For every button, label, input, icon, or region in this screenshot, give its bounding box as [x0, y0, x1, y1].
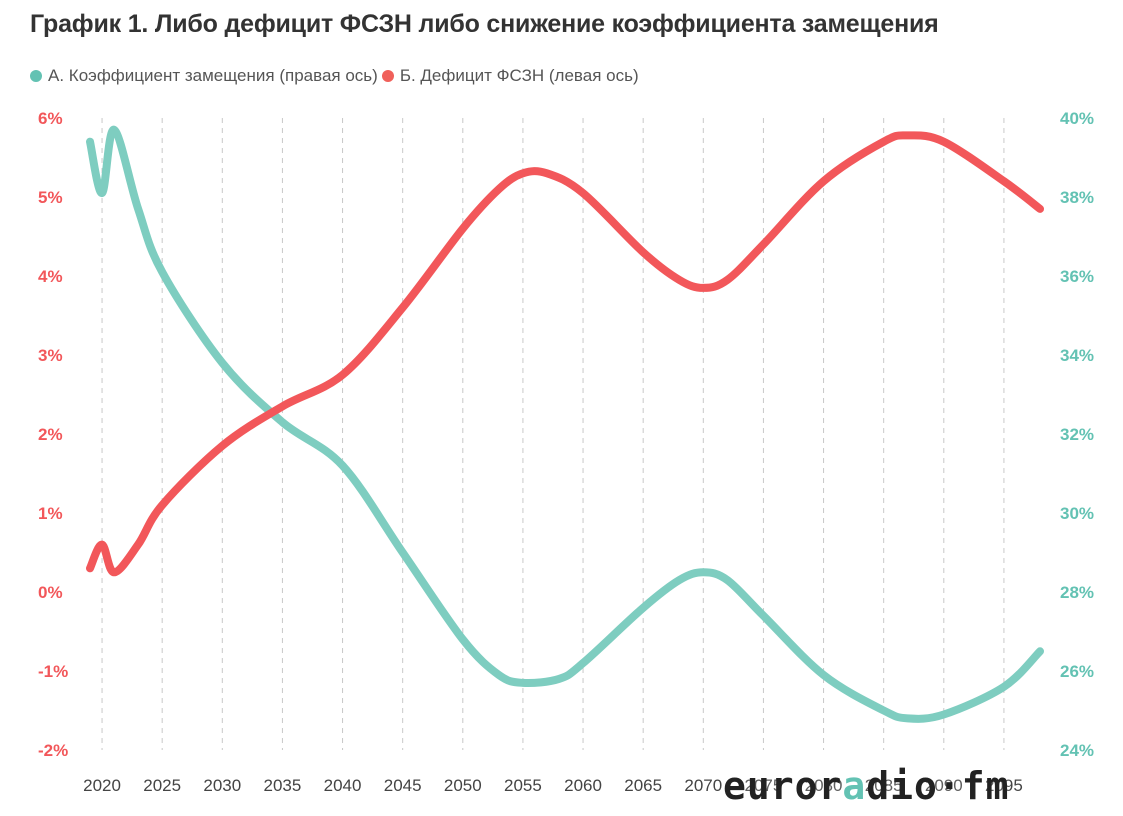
y-right-tick-label: 36% — [1060, 267, 1094, 286]
series-line-fszn-deficit — [86, 131, 1044, 577]
y-left-tick-label: -1% — [38, 662, 68, 681]
y-left-tick-label: -2% — [38, 741, 68, 760]
legend-label-fszn-deficit: Б. Дефицит ФСЗН (левая ось) — [399, 66, 639, 85]
x-tick-label: 2055 — [504, 776, 542, 795]
legend-item-fszn-deficit[interactable]: Б. Дефицит ФСЗН (левая ось) — [381, 66, 639, 86]
y-right-tick-label: 26% — [1060, 662, 1094, 681]
euroradio-watermark-logo: euroradio·fm — [723, 764, 1010, 808]
y-left-tick-label: 3% — [38, 346, 63, 365]
x-tick-label: 2095 — [985, 776, 1023, 795]
x-tick-label: 2020 — [83, 776, 121, 795]
x-tick-label: 2035 — [264, 776, 302, 795]
x-tick-label: 2075 — [745, 776, 783, 795]
x-tick-label: 2045 — [384, 776, 422, 795]
x-tick-label: 2030 — [203, 776, 241, 795]
legend-swatch-teal — [30, 70, 42, 82]
x-tick-label: 2025 — [143, 776, 181, 795]
x-tick-label: 2080 — [805, 776, 843, 795]
legend-label-replacement-ratio: А. Коэффициент замещения (правая ось) — [48, 66, 378, 85]
y-right-tick-label: 28% — [1060, 583, 1094, 602]
y-left-tick-label: 6% — [38, 109, 63, 128]
y-right-tick-label: 30% — [1060, 504, 1094, 523]
y-right-tick-label: 40% — [1060, 109, 1094, 128]
y-right-tick-label: 24% — [1060, 741, 1094, 760]
series-line-replacement-ratio — [86, 125, 1044, 723]
y-left-tick-label: 0% — [38, 583, 63, 602]
legend-swatch-red — [381, 70, 394, 82]
chart-title: График 1. Либо дефицит ФСЗН либо снижени… — [30, 10, 939, 38]
y-right-tick-label: 32% — [1060, 425, 1094, 444]
legend-item-replacement-ratio[interactable]: А. Коэффициент замещения (правая ось) — [30, 66, 378, 86]
x-tick-label: 2065 — [624, 776, 662, 795]
x-tick-label: 2050 — [444, 776, 482, 795]
y-left-tick-label: 4% — [38, 267, 63, 286]
y-right-tick-label: 38% — [1060, 188, 1094, 207]
y-left-tick-label: 1% — [38, 504, 63, 523]
y-right-tick-label: 34% — [1060, 346, 1094, 365]
x-tick-label: 2070 — [684, 776, 722, 795]
x-tick-label: 2090 — [925, 776, 963, 795]
x-tick-label: 2040 — [324, 776, 362, 795]
x-tick-label: 2085 — [865, 776, 903, 795]
y-left-tick-label: 5% — [38, 188, 63, 207]
chart-legend: А. Коэффициент замещения (правая ось) Б.… — [30, 64, 643, 88]
y-left-tick-label: 2% — [38, 425, 63, 444]
x-tick-label: 2060 — [564, 776, 602, 795]
